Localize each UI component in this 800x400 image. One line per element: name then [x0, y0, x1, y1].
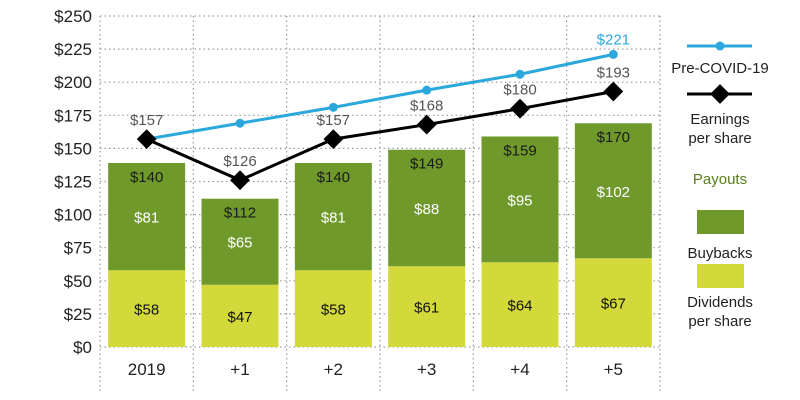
dividends-value-label: $58 — [134, 302, 159, 319]
y-tick-label: $200 — [54, 73, 92, 92]
eps-value-label: $157 — [130, 112, 163, 129]
eps-marker — [230, 170, 250, 191]
line-eps — [146, 89, 614, 182]
bar-buybacks — [108, 162, 186, 271]
legend-dividends-swatch — [697, 264, 744, 288]
pre-covid-marker — [608, 49, 618, 59]
total-value-label: $149 — [410, 156, 443, 173]
pre-covid-marker — [422, 85, 432, 95]
buybacks-value-label: $102 — [597, 184, 630, 201]
bar-dividends — [481, 262, 559, 347]
y-tick-label: $75 — [64, 239, 92, 258]
dividends-value-label: $61 — [414, 300, 439, 317]
bar-dividends — [108, 270, 186, 347]
gridlines — [99, 15, 661, 392]
eps-marker — [416, 114, 437, 135]
buybacks-value-label: $95 — [507, 192, 532, 209]
eps-value-label: $126 — [223, 153, 256, 170]
line-pre-covid — [146, 52, 614, 141]
x-tick-label: +5 — [604, 360, 623, 379]
buybacks-value-label: $81 — [321, 210, 346, 227]
legend-pre-covid-marker — [715, 41, 725, 51]
legend: Pre-COVID-19 Earnings per share Payouts … — [671, 41, 769, 330]
eps-value-label: $157 — [317, 112, 350, 129]
eps-value-label: $180 — [503, 82, 536, 99]
x-tick-label: +3 — [417, 360, 436, 379]
eps-value-label: $168 — [410, 98, 443, 115]
legend-eps-marker — [710, 84, 730, 104]
dividends-value-label: $58 — [321, 302, 346, 319]
y-axis-ticks: $0 $25 $50 $75 $100 $125 $150 $175 $200 $225 $250 — [54, 7, 92, 357]
pre-covid-marker — [515, 69, 525, 79]
eps-marker — [510, 98, 530, 119]
buybacks-value-label: $65 — [227, 235, 252, 252]
y-tick-label: $225 — [54, 40, 92, 59]
y-tick-label: $0 — [73, 338, 92, 357]
x-axis-ticks: 2019 +1 +2 +3 +4 +5 — [128, 360, 623, 379]
bar-dividends — [388, 266, 466, 347]
total-value-label: $140 — [130, 169, 163, 186]
dividends-value-label: $67 — [601, 296, 626, 313]
total-value-label: $159 — [503, 142, 536, 159]
y-tick-label: $175 — [54, 106, 92, 125]
legend-dividends-label-line2: per share — [688, 313, 751, 330]
dividends-value-label: $64 — [507, 298, 532, 315]
y-tick-label: $125 — [54, 173, 92, 192]
bar-dividends — [201, 284, 279, 347]
y-tick-label: $250 — [54, 7, 92, 26]
y-tick-label: $50 — [64, 272, 92, 291]
buybacks-value-label: $81 — [134, 210, 159, 227]
bar-buybacks — [388, 149, 466, 267]
buybacks-value-label: $88 — [414, 201, 439, 218]
total-value-label: $140 — [317, 169, 350, 186]
eps-marker — [323, 129, 344, 150]
bar-dividends — [574, 258, 652, 347]
total-value-label: $112 — [224, 205, 256, 222]
eps-value-label: $193 — [597, 64, 630, 81]
legend-eps-label-line2: per share — [688, 130, 751, 147]
legend-payouts-title: Payouts — [693, 171, 747, 188]
pre-covid-marker — [328, 102, 338, 112]
legend-buybacks-swatch — [697, 210, 744, 234]
legend-dividends-label-line1: Dividends — [687, 294, 753, 311]
x-tick-label: 2019 — [128, 360, 166, 379]
dividends-value-label: $47 — [227, 309, 252, 326]
x-tick-label: +1 — [230, 360, 249, 379]
eps-marker — [136, 129, 157, 150]
x-tick-label: +2 — [324, 360, 343, 379]
legend-eps-label-line1: Earnings — [690, 111, 749, 128]
bar-dividends — [294, 270, 372, 347]
legend-buybacks-label: Buybacks — [687, 245, 752, 262]
y-tick-label: $25 — [64, 305, 92, 324]
pre-covid-value-label: $221 — [597, 31, 630, 48]
y-tick-label: $150 — [54, 139, 92, 158]
total-value-label: $170 — [597, 129, 630, 146]
y-tick-label: $100 — [54, 206, 92, 225]
bar-buybacks — [201, 198, 279, 285]
bar-buybacks — [294, 162, 372, 271]
x-tick-label: +4 — [510, 360, 529, 379]
eps-marker — [603, 81, 624, 102]
bar-buybacks — [481, 136, 559, 263]
lines: $221 $157 $126 $157 $168 $180 $193 — [130, 31, 630, 191]
bars: $58 $81 $140 $47 $65 $112 $58 $81 $140 $61 $88 $149… — [108, 123, 652, 347]
legend-pre-covid-label: Pre-COVID-19 — [671, 60, 769, 77]
bar-buybacks — [574, 123, 652, 259]
pre-covid-marker — [235, 118, 245, 128]
